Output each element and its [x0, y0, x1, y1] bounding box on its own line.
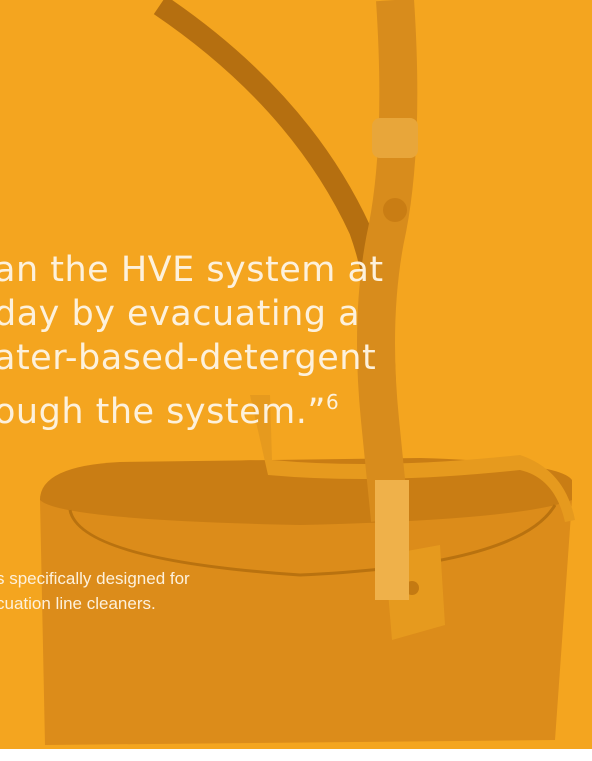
quote: an the HVE system at day by evacuating a…	[0, 248, 384, 434]
quote-line: ater-based-detergent	[0, 336, 384, 380]
note-line: s specifically designed for	[0, 566, 190, 591]
hose-collar	[372, 118, 418, 158]
bottom-strip	[0, 749, 592, 761]
note-line: cuation line cleaners.	[0, 591, 190, 616]
quote-line: an the HVE system at	[0, 248, 384, 292]
note: s specifically designed for cuation line…	[0, 566, 190, 616]
hose-clip	[383, 198, 407, 222]
quote-text: ough the system.”	[0, 392, 326, 432]
quote-line: day by evacuating a	[0, 292, 384, 336]
footnote-ref: 6	[326, 390, 339, 414]
inlet	[375, 480, 409, 600]
quote-line: ough the system.”6	[0, 380, 384, 434]
page: an the HVE system at day by evacuating a…	[0, 0, 592, 761]
